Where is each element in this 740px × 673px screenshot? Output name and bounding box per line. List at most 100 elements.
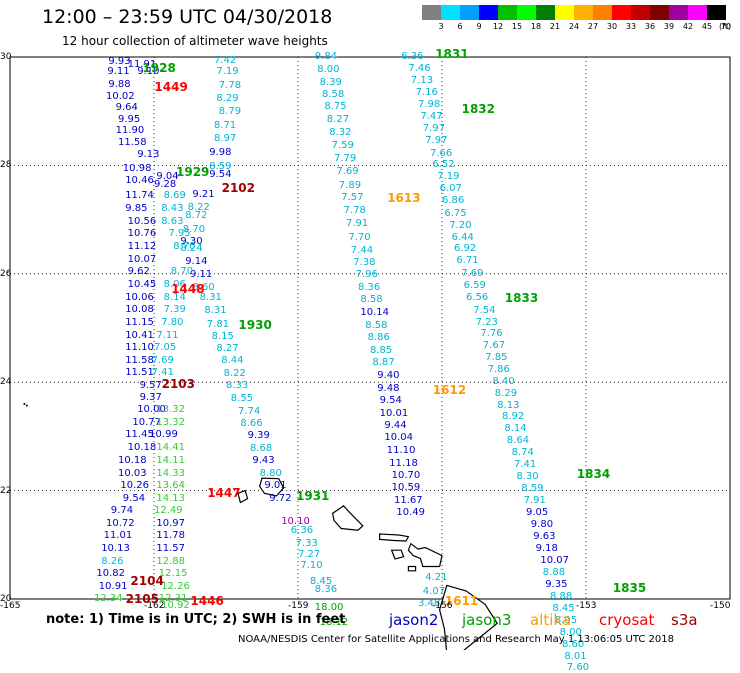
footnote: note: 1) Time is in UTC; 2) SWH is in fe… xyxy=(46,612,346,627)
wave-height-label: 7.11 xyxy=(156,329,179,341)
wave-height-label: 10.13 xyxy=(101,542,130,554)
wave-height-label: 7.69 xyxy=(461,267,484,279)
wave-height-label: 7.78 xyxy=(343,204,366,216)
wave-height-label: 11.12 xyxy=(127,241,157,253)
wave-height-label: 11.58 xyxy=(118,136,147,148)
wave-height-label: 9.30 xyxy=(180,235,203,247)
wave-height-label: 7.20 xyxy=(449,219,472,231)
pass-time-label: 2103 xyxy=(161,376,195,391)
wave-height-label: 12.88 xyxy=(156,555,186,567)
wave-height-label: 8.22 xyxy=(187,202,210,214)
wave-height-label: 8.59 xyxy=(209,160,232,172)
wave-height-label: 7.57 xyxy=(341,191,364,203)
wave-height-label: 10.77 xyxy=(132,416,162,428)
wave-height-label: 8.00 xyxy=(317,63,340,75)
scale-label: 39 xyxy=(663,22,675,31)
wave-height-label: 11.01 xyxy=(103,530,133,542)
wave-height-label: 10.07 xyxy=(540,555,570,567)
wave-height-label: 11.58 xyxy=(125,354,154,366)
wave-height-label: 7.10 xyxy=(300,559,323,571)
wave-height-label: 8.80 xyxy=(259,467,282,479)
wave-height-label: 8.43 xyxy=(161,203,184,215)
pass-time-label: 1928 xyxy=(142,60,176,75)
wave-height-label: 8.36 xyxy=(314,584,338,596)
wave-height-label: 9.35 xyxy=(545,578,568,590)
wave-height-label: 8.87 xyxy=(372,357,395,369)
scale-swatch xyxy=(688,5,707,20)
wave-height-label: 7.41 xyxy=(151,367,174,378)
lat-tick-label: 28 xyxy=(0,160,12,171)
pass-time-label: 1930 xyxy=(238,318,272,333)
scale-label: 21 xyxy=(549,22,561,31)
wave-height-label: 9.54 xyxy=(379,395,402,407)
wave-height-label: 3.48 xyxy=(418,597,441,609)
wave-height-label: 9.04 xyxy=(156,171,179,183)
wave-height-label: 8.70 xyxy=(173,241,196,253)
wave-height-label: 8.29 xyxy=(494,387,518,399)
scale-swatch xyxy=(498,5,517,20)
wave-height-label: 8.30 xyxy=(516,471,539,483)
wave-height-label: 10.10 xyxy=(281,516,310,527)
wave-height-label: 7.16 xyxy=(415,87,438,99)
wave-height-label: 7.66 xyxy=(430,147,453,159)
wave-height-label: 10.56 xyxy=(127,215,157,227)
wave-height-label: 8.79 xyxy=(218,106,242,118)
wave-height-label: 8.36 xyxy=(358,282,381,294)
wave-height-label: 10.99 xyxy=(149,429,178,441)
wave-height-label: 7.19 xyxy=(437,171,460,183)
wave-height-label: 9.43 xyxy=(252,454,275,466)
lon-tick-label: -162 xyxy=(144,601,165,611)
scale-swatch xyxy=(612,5,631,20)
wave-height-label: 8.15 xyxy=(211,331,234,343)
wave-height-label: 9.01 xyxy=(264,480,287,492)
wave-height-label: 7.76 xyxy=(480,328,503,339)
wave-height-label: 9.57 xyxy=(139,379,162,391)
wave-height-label: 7.69 xyxy=(151,354,174,366)
wave-height-label: 9.18 xyxy=(535,543,558,555)
pass-time-label: 1834 xyxy=(576,467,611,482)
wave-height-label: 10.97 xyxy=(156,517,186,529)
lat-tick-label: 20 xyxy=(0,594,12,604)
scale-swatch xyxy=(479,5,498,20)
wave-height-label: 12.26 xyxy=(161,580,190,592)
wave-height-label: 4.21 xyxy=(425,572,448,584)
wave-height-label: 7.91 xyxy=(346,217,369,229)
lon-tick-label: -156 xyxy=(432,601,453,611)
wave-height-label: 11.15 xyxy=(125,316,154,328)
pass-time-label: 1446 xyxy=(190,593,224,608)
pass-time-label: 1613 xyxy=(387,190,421,205)
wave-height-label: 7.97 xyxy=(425,135,448,146)
wave-height-label: 11.45 xyxy=(125,429,154,441)
wave-height-label: 10.06 xyxy=(125,291,154,303)
wave-height-label: 6.52 xyxy=(432,159,455,171)
wave-height-label: 10.01 xyxy=(379,407,409,419)
wave-height-label: 9.14 xyxy=(185,256,208,268)
wave-height-label: 8.71 xyxy=(214,119,237,131)
wave-height-label: 10.07 xyxy=(127,253,157,265)
wave-height-label: 18.12 xyxy=(319,616,349,628)
wave-height-label: 8.01 xyxy=(564,650,587,662)
altimeter-map: 12:00 – 23:59 UTC 04/30/2018 12 hour col… xyxy=(0,5,731,673)
wave-height-label: 7.67 xyxy=(482,339,506,351)
wave-height-label: 6.92 xyxy=(454,243,477,255)
wave-height-label: 8.31 xyxy=(199,292,222,304)
scale-label: 45 xyxy=(701,22,713,31)
wave-height-label: 10.02 xyxy=(106,90,135,102)
wave-height-label: 18.00 xyxy=(314,602,344,614)
scale-swatch xyxy=(517,5,536,20)
wave-height-label: 8.13 xyxy=(497,399,520,411)
wave-height-label: 10.46 xyxy=(125,174,154,186)
wave-height-label: 14.33 xyxy=(156,467,186,479)
pass-time-label: 1448 xyxy=(171,282,205,296)
island-oahu xyxy=(331,505,364,531)
wave-height-label: 7.41 xyxy=(514,459,537,471)
wave-height-label: 6.75 xyxy=(444,207,467,219)
wave-height-label: 7.44 xyxy=(350,244,374,256)
legend-cryosat: cryosat xyxy=(599,611,655,629)
wave-height-label: 9.88 xyxy=(108,79,131,91)
wave-height-label: 7.27 xyxy=(298,549,321,561)
wave-height-label: 11.74 xyxy=(125,190,154,202)
pass-time-label: 1447 xyxy=(207,486,241,501)
wave-height-label: 8.55 xyxy=(230,392,254,404)
island-molokai xyxy=(379,533,410,542)
